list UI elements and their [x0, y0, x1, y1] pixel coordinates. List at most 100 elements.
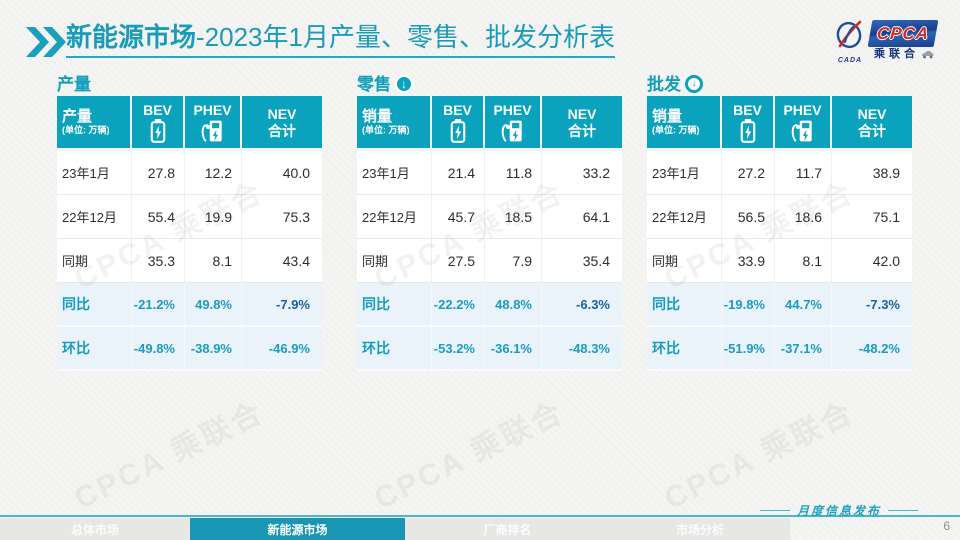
column-header-bev: BEV — [722, 96, 775, 151]
table-row: 23年1月 27.2 11.7 38.9 — [647, 151, 912, 195]
phev-charger-icon — [791, 120, 812, 142]
row-label: 23年1月 — [57, 151, 132, 195]
table-row: 同比 -19.8% 44.7% -7.3% — [647, 283, 912, 327]
footer-tab-2[interactable]: 新能源市场 — [190, 518, 405, 540]
column-header-phev: PHEV — [485, 96, 542, 151]
cpca-logo: CADA CPCA 乘联合 — [834, 20, 939, 68]
section-title-production: 产量 — [57, 74, 91, 94]
cell-value: 40.0 — [242, 151, 322, 195]
watermark: CPCA 乘联合 — [369, 395, 570, 516]
table-row: 环比 -49.8% -38.9% -46.9% — [57, 327, 322, 371]
table-row: 同比 -22.2% 48.8% -6.3% — [357, 283, 622, 327]
watermark: CPCA 乘联合 — [69, 395, 270, 516]
down-arrow-outline-icon — [685, 75, 703, 93]
table-row: 环比 -53.2% -36.1% -48.3% — [357, 327, 622, 371]
table-row: 23年1月 21.4 11.8 33.2 — [357, 151, 622, 195]
cell-value: -22.2% — [432, 283, 485, 327]
row-label: 环比 — [647, 327, 722, 371]
row-label: 22年12月 — [357, 195, 432, 239]
retail-section: 零售 销量(单位: 万辆)BEVPHEVNEV合计23年1月21.411.833… — [357, 74, 622, 371]
section-title-wholesale: 批发 — [647, 74, 681, 94]
section-title-retail: 零售 — [357, 74, 391, 94]
cell-value: 56.5 — [722, 195, 775, 239]
cell-value: 55.4 — [132, 195, 185, 239]
cpca-wordmark: CPCA — [875, 23, 931, 43]
cell-value: 11.8 — [485, 151, 542, 195]
table-row: 同期 33.9 8.1 42.0 — [647, 239, 912, 283]
table-row: 环比 -51.9% -37.1% -48.2% — [647, 327, 912, 371]
double-chevron-icon — [26, 27, 66, 57]
row-label: 同比 — [57, 283, 132, 327]
bev-battery-icon — [450, 119, 465, 143]
cell-value: 18.5 — [485, 195, 542, 239]
cpca-emblem-swirl-icon — [836, 20, 862, 49]
footer-tab-1[interactable]: 总体市场 — [70, 522, 119, 537]
column-header-nev: NEV 合计 — [542, 96, 622, 151]
cell-value: 35.4 — [542, 239, 622, 283]
table-corner-header: 销量 (单位: 万辆) — [357, 96, 432, 151]
production-table: 产量 (单位: 万辆) BEV PHEV NEV 合计 23年1月 27.8 12.2 40.0 2… — [57, 96, 322, 371]
column-header-nev: NEV 合计 — [242, 96, 322, 151]
cell-value: -48.3% — [542, 327, 622, 371]
cell-value: 48.8% — [485, 283, 542, 327]
cell-value: 35.3 — [132, 239, 185, 283]
cell-value: 43.4 — [242, 239, 322, 283]
row-label: 环比 — [57, 327, 132, 371]
row-label: 同期 — [57, 239, 132, 283]
cell-value: 11.7 — [775, 151, 832, 195]
cell-value: -21.2% — [132, 283, 185, 327]
cell-value: -49.8% — [132, 327, 185, 371]
cell-value: 19.9 — [185, 195, 242, 239]
table-corner-header: 销量 (单位: 万辆) — [647, 96, 722, 151]
cell-value: 12.2 — [185, 151, 242, 195]
cell-value: -19.8% — [722, 283, 775, 327]
footer-tab-4[interactable]: 市场分析 — [675, 522, 724, 537]
cell-value: 8.1 — [775, 239, 832, 283]
cell-value: 75.3 — [242, 195, 322, 239]
cell-value: 45.7 — [432, 195, 485, 239]
page-number: 6 — [943, 519, 950, 533]
phev-charger-icon — [201, 120, 222, 142]
cpca-emblem-icon: CADA — [834, 20, 866, 68]
page-title-bold: 新能源市场 — [66, 22, 197, 52]
cell-value: -46.9% — [242, 327, 322, 371]
column-header-nev: NEV 合计 — [832, 96, 912, 151]
row-label: 23年1月 — [647, 151, 722, 195]
column-header-bev: BEV — [132, 96, 185, 151]
production-section: 产量 产量 (单位: 万辆) BEV PHEV NEV 合计 23年1月 27.8 12.2 40… — [57, 74, 322, 371]
cell-value: 44.7% — [775, 283, 832, 327]
down-arrow-filled-icon — [395, 75, 413, 93]
row-label: 同比 — [357, 283, 432, 327]
cell-value: -7.9% — [242, 283, 322, 327]
row-label: 同期 — [647, 239, 722, 283]
cell-value: -36.1% — [485, 327, 542, 371]
bev-battery-icon — [150, 119, 165, 143]
wholesale-table: 销量 (单位: 万辆) BEV PHEV NEV 合计 23年1月 27.2 11.7 38.9 2… — [647, 96, 912, 371]
footer-tab-3[interactable]: 厂商排名 — [483, 522, 532, 537]
wholesale-section: 批发 销量(单位: 万辆)BEVPHEVNEV合计23年1月27.211.738… — [647, 74, 912, 371]
retail-table: 销量 (单位: 万辆) BEV PHEV NEV 合计 23年1月 21.4 11.8 33.2 2… — [357, 96, 622, 371]
row-label: 23年1月 — [357, 151, 432, 195]
row-label: 22年12月 — [57, 195, 132, 239]
cell-value: -38.9% — [185, 327, 242, 371]
row-label: 同期 — [357, 239, 432, 283]
footer-divider — [0, 515, 960, 517]
cell-value: -53.2% — [432, 327, 485, 371]
cell-value: 42.0 — [832, 239, 912, 283]
cell-value: 27.5 — [432, 239, 485, 283]
cell-value: 75.1 — [832, 195, 912, 239]
car-icon — [922, 51, 934, 59]
cell-value: -48.2% — [832, 327, 912, 371]
cpca-chinese-name: 乘联合 — [874, 48, 919, 60]
cell-value: 18.6 — [775, 195, 832, 239]
table-corner-header: 产量 (单位: 万辆) — [57, 96, 132, 151]
cpca-emblem-caption: CADA — [837, 57, 863, 64]
column-header-bev: BEV — [432, 96, 485, 151]
table-row: 同比 -21.2% 49.8% -7.9% — [57, 283, 322, 327]
cell-value: 27.2 — [722, 151, 775, 195]
table-row: 23年1月 27.8 12.2 40.0 — [57, 151, 322, 195]
table-row: 22年12月 56.5 18.6 75.1 — [647, 195, 912, 239]
cell-value: 33.9 — [722, 239, 775, 283]
cell-value: 64.1 — [542, 195, 622, 239]
